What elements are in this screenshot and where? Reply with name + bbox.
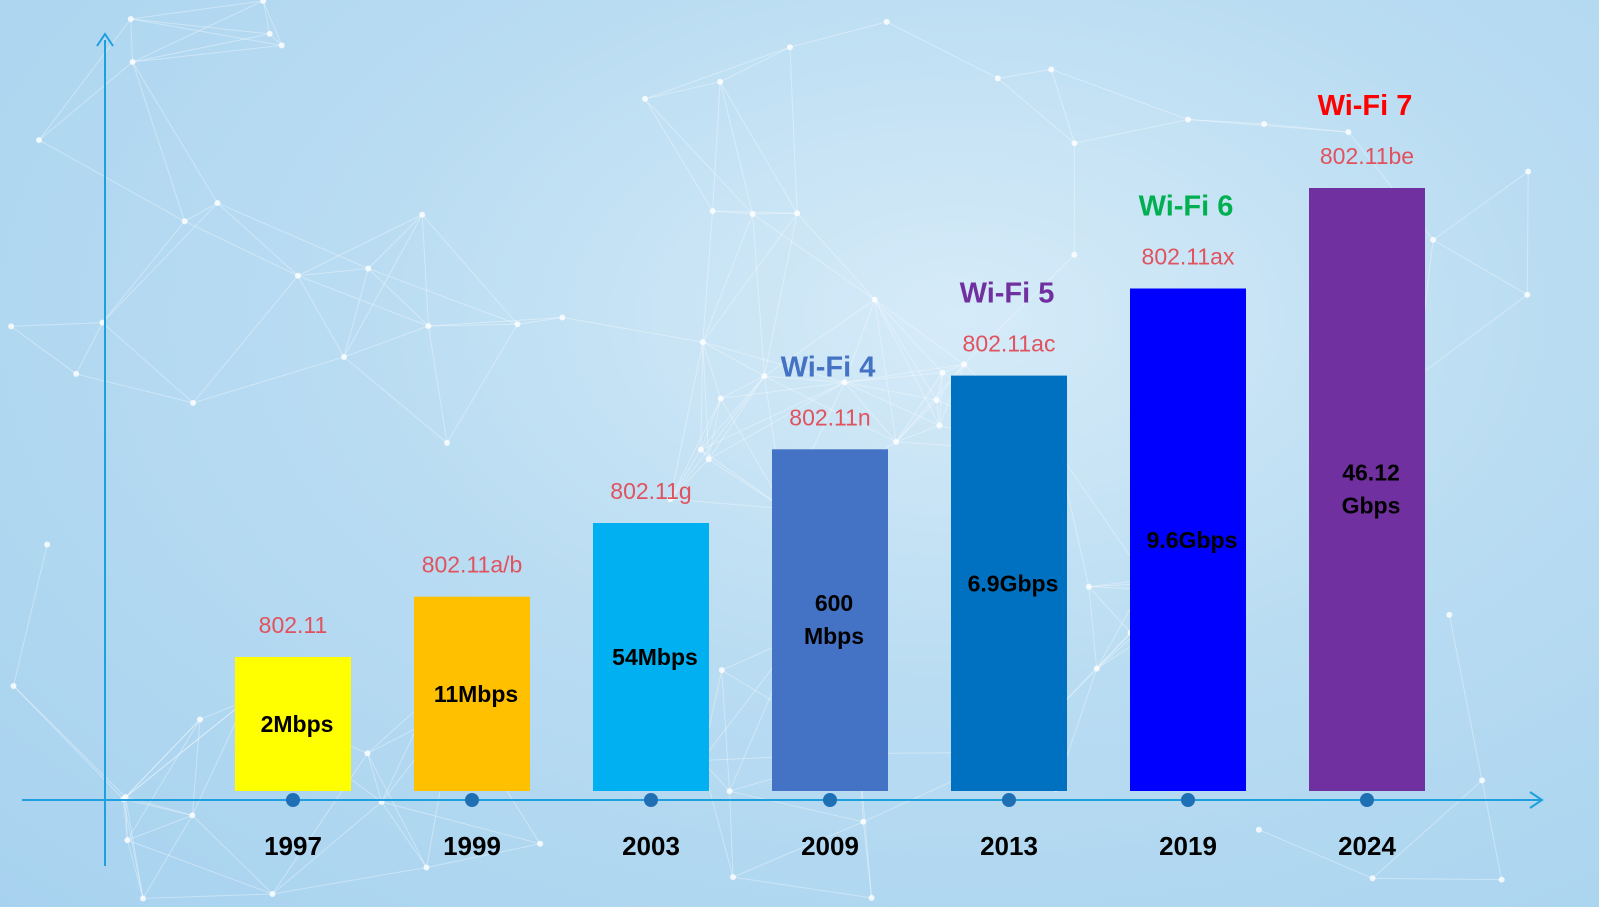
standard-label: 802.11be <box>1320 143 1414 169</box>
labels: 2Mbps 802.11 1997 11Mbps 802.11a/b 1999 54Mbps… <box>259 90 1414 861</box>
bar-value-line: Mbps <box>804 623 864 649</box>
bar-2013 <box>951 375 1067 791</box>
bar-value-label: 11Mbps <box>434 681 518 707</box>
bar-2009 <box>772 449 888 791</box>
axis-dot <box>644 793 658 807</box>
axis-dot <box>1002 793 1016 807</box>
bar-value-label: 46.12 Gbps <box>1342 460 1401 519</box>
standard-label: 802.11 <box>259 612 328 638</box>
year-tick-label: 1997 <box>264 831 322 861</box>
bar-value-line: Gbps <box>1342 493 1401 519</box>
bar-value-line: 600 <box>815 590 853 616</box>
bar-value-label: 2Mbps <box>261 711 334 737</box>
bar-value-label: 600 Mbps <box>804 590 864 649</box>
year-tick-label: 1999 <box>443 831 501 861</box>
bar-value-line: 2Mbps <box>261 711 334 737</box>
bar-1997 <box>235 657 351 791</box>
bar-1999 <box>414 596 530 791</box>
axis-dot <box>1181 793 1195 807</box>
year-tick-label: 2003 <box>622 831 680 861</box>
standard-label: 802.11g <box>610 478 691 504</box>
bars <box>235 188 1425 791</box>
bar-value-line: 46.12 <box>1342 460 1400 486</box>
bar-value-label: 6.9Gbps <box>968 570 1059 596</box>
standard-label: 802.11ac <box>963 331 1056 357</box>
year-tick-label: 2024 <box>1338 831 1396 861</box>
generation-label: Wi-Fi 5 <box>960 278 1055 310</box>
bar-2024 <box>1309 188 1425 791</box>
axes <box>22 32 1544 866</box>
standard-label: 802.11ax <box>1142 244 1235 270</box>
generation-label: Wi-Fi 7 <box>1318 90 1413 122</box>
axis-dot <box>286 793 300 807</box>
year-tick-label: 2019 <box>1159 831 1217 861</box>
year-tick-label: 2013 <box>980 831 1038 861</box>
axis-dot <box>1360 793 1374 807</box>
bar-value-label: 9.6Gbps <box>1147 527 1238 553</box>
bar-value-line: 9.6Gbps <box>1147 527 1238 553</box>
x-axis-arrow <box>1529 791 1544 809</box>
bar-value-label: 54Mbps <box>612 644 698 670</box>
y-axis-arrow <box>96 32 114 47</box>
year-tick-label: 2009 <box>801 831 859 861</box>
bar-2003 <box>593 523 709 791</box>
bar-2019 <box>1130 288 1246 791</box>
standard-label: 802.11n <box>789 404 870 430</box>
generation-label: Wi-Fi 4 <box>781 351 876 383</box>
bar-value-line: 54Mbps <box>612 644 698 670</box>
axis-dot <box>823 793 837 807</box>
bar-value-line: 6.9Gbps <box>968 570 1059 596</box>
standard-label: 802.11a/b <box>422 552 523 578</box>
bar-value-line: 11Mbps <box>434 681 518 707</box>
axis-dot <box>465 793 479 807</box>
generation-label: Wi-Fi 6 <box>1139 191 1234 223</box>
